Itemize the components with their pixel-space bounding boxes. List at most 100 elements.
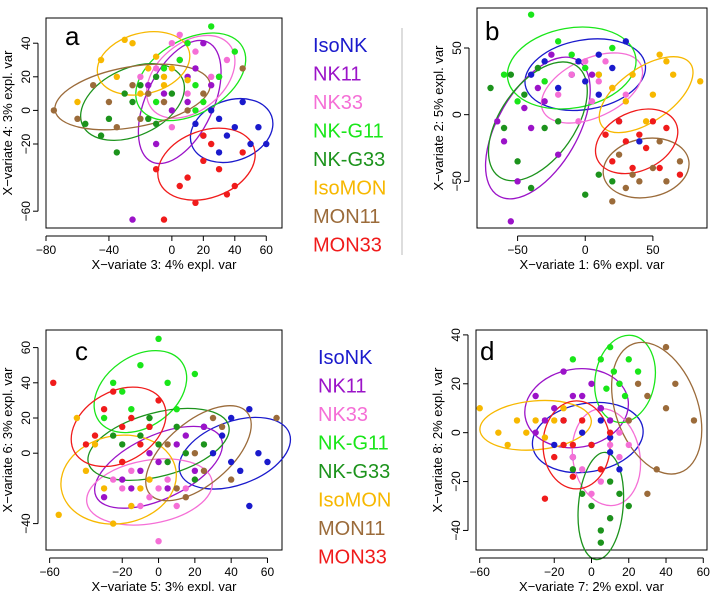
panel-letter: c xyxy=(75,336,88,366)
point-isonk xyxy=(227,458,235,466)
point-nk33 xyxy=(176,31,183,38)
point-nk11 xyxy=(208,82,215,89)
x-tick-label: −20 xyxy=(544,565,565,579)
point-nk-g11 xyxy=(603,385,610,392)
point-nk11 xyxy=(541,98,548,105)
point-mon33 xyxy=(215,166,223,173)
y-tick-label: 60 xyxy=(19,341,33,355)
x-tick-label: −50 xyxy=(507,243,528,257)
point-nk11 xyxy=(152,140,160,148)
point-nk-g11 xyxy=(554,38,562,45)
point-nk33 xyxy=(595,78,602,85)
point-mon33 xyxy=(128,414,135,422)
x-axis-title: X−variate 7: 2% expl. var xyxy=(519,579,665,591)
legend-bottom: IsoNK NK11 NK33 NK-G11 NK-G33 IsoMON MON11 MON3… xyxy=(318,347,391,569)
point-nk-g11 xyxy=(597,356,605,363)
point-isomon xyxy=(152,53,160,60)
point-isonk xyxy=(527,71,535,78)
point-nk11 xyxy=(192,65,199,72)
point-mon33 xyxy=(192,199,199,206)
point-nk11 xyxy=(521,104,528,112)
point-mon33 xyxy=(200,132,207,139)
point-mon33 xyxy=(560,441,567,449)
y-tick-label: 0 xyxy=(449,429,463,436)
point-mon11 xyxy=(184,107,191,114)
x-tick-label: 0 xyxy=(169,243,176,257)
point-isonk xyxy=(192,120,199,128)
point-isonk xyxy=(246,406,253,413)
point-mon33 xyxy=(119,458,126,466)
point-mon33 xyxy=(602,131,609,138)
point-mon33 xyxy=(155,397,162,404)
point-isonk xyxy=(263,140,270,148)
confidence-ellipse-mon11 xyxy=(602,137,690,199)
legend-entry-isonk: IsoNK xyxy=(318,347,373,369)
point-nk-g33 xyxy=(146,414,153,422)
point-mon11 xyxy=(649,164,657,172)
point-isomon xyxy=(73,414,81,422)
point-nk-g33 xyxy=(569,466,577,473)
confidence-ellipse-nk-g11 xyxy=(594,334,657,424)
point-mon33 xyxy=(176,182,183,190)
point-nk-g33 xyxy=(625,502,632,510)
point-isonk xyxy=(578,429,586,436)
point-nk11 xyxy=(146,450,153,457)
plot-frame xyxy=(476,7,708,229)
point-mon33 xyxy=(656,164,663,172)
point-isonk xyxy=(622,38,630,45)
point-mon33 xyxy=(588,441,595,449)
point-mon11 xyxy=(218,423,226,430)
point-isonk xyxy=(218,432,226,439)
point-mon11 xyxy=(644,490,651,497)
point-nk11 xyxy=(597,405,605,412)
point-isonk xyxy=(554,84,562,92)
x-tick-label: −60 xyxy=(470,565,491,579)
point-mon11 xyxy=(74,115,81,123)
point-nk-g11 xyxy=(192,107,199,114)
point-nk-g33 xyxy=(168,90,176,97)
point-isonk xyxy=(227,414,235,422)
point-nk-g11 xyxy=(160,65,168,72)
point-isomon xyxy=(160,82,168,89)
point-isomon xyxy=(184,76,191,84)
point-mon33 xyxy=(578,417,586,424)
legend-entry-mon11: MON11 xyxy=(313,206,380,228)
point-nk33 xyxy=(137,73,144,81)
point-nk11 xyxy=(541,417,549,424)
x-axis-title: X−variate 3: 4% expl. var xyxy=(92,257,238,272)
point-isomon xyxy=(495,429,502,436)
point-nk11 xyxy=(128,485,135,492)
point-nk33 xyxy=(554,91,562,98)
point-mon11 xyxy=(160,98,168,106)
point-isomon xyxy=(504,441,511,449)
point-nk33 xyxy=(575,118,582,125)
x-tick-label: 20 xyxy=(188,565,202,579)
point-nk11 xyxy=(500,138,508,145)
point-mon33 xyxy=(100,406,108,413)
point-nk-g11 xyxy=(109,379,117,386)
point-nk33 xyxy=(128,467,135,474)
panel-letter: d xyxy=(480,336,494,366)
point-nk11 xyxy=(606,417,614,424)
legend-entry-nk-g11: NK-G11 xyxy=(318,433,389,455)
x-tick-label: −80 xyxy=(36,243,57,257)
x-axis-title: X−variate 1: 6% expl. var xyxy=(520,257,666,272)
legend-entry-isomon: IsoMON xyxy=(313,178,386,200)
confidence-ellipse-isomon xyxy=(479,399,592,451)
point-nk-g11 xyxy=(569,356,577,363)
point-mon11 xyxy=(634,380,642,387)
point-nk33 xyxy=(146,494,153,501)
point-nk-g33 xyxy=(145,115,152,123)
x-tick-label: 20 xyxy=(622,565,636,579)
point-nk11 xyxy=(588,380,595,387)
point-isonk xyxy=(597,417,605,424)
point-nk-g33 xyxy=(606,478,614,485)
point-nk-g11 xyxy=(119,388,126,395)
legend-entry-nk11: NK11 xyxy=(318,376,367,398)
point-isonk xyxy=(223,132,231,139)
point-isonk xyxy=(209,450,217,457)
point-mon33 xyxy=(560,417,567,424)
point-mon33 xyxy=(629,164,636,172)
point-nk33 xyxy=(588,98,596,105)
